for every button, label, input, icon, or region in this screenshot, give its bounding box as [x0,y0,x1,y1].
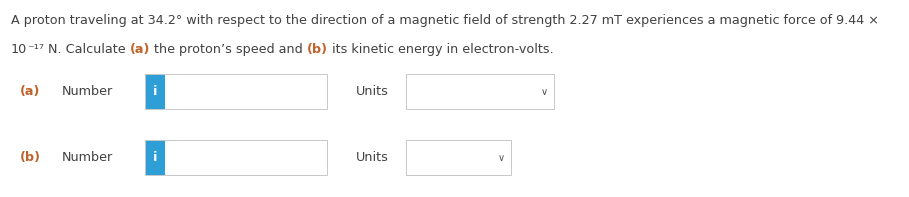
Text: N. Calculate: N. Calculate [45,43,130,56]
Text: the proton’s speed and: the proton’s speed and [150,43,307,56]
Text: ⁻¹⁷: ⁻¹⁷ [27,43,45,56]
Text: 10: 10 [11,43,27,56]
Text: Units: Units [356,151,389,164]
Text: (a): (a) [20,85,40,98]
Text: Number: Number [62,151,113,164]
FancyBboxPatch shape [406,140,511,175]
Text: (b): (b) [20,151,41,164]
Text: i: i [154,151,157,164]
Text: A proton traveling at 34.2° with respect to the direction of a magnetic field of: A proton traveling at 34.2° with respect… [11,14,879,27]
Text: (a): (a) [130,43,150,56]
FancyBboxPatch shape [145,74,165,109]
Text: i: i [154,85,157,98]
FancyBboxPatch shape [145,140,165,175]
Text: ∨: ∨ [498,153,505,163]
FancyBboxPatch shape [406,74,554,109]
Text: its kinetic energy in electron-volts.: its kinetic energy in electron-volts. [328,43,554,56]
Text: (b): (b) [307,43,328,56]
Text: Units: Units [356,85,389,98]
Text: ∨: ∨ [541,87,548,97]
Text: Number: Number [62,85,113,98]
